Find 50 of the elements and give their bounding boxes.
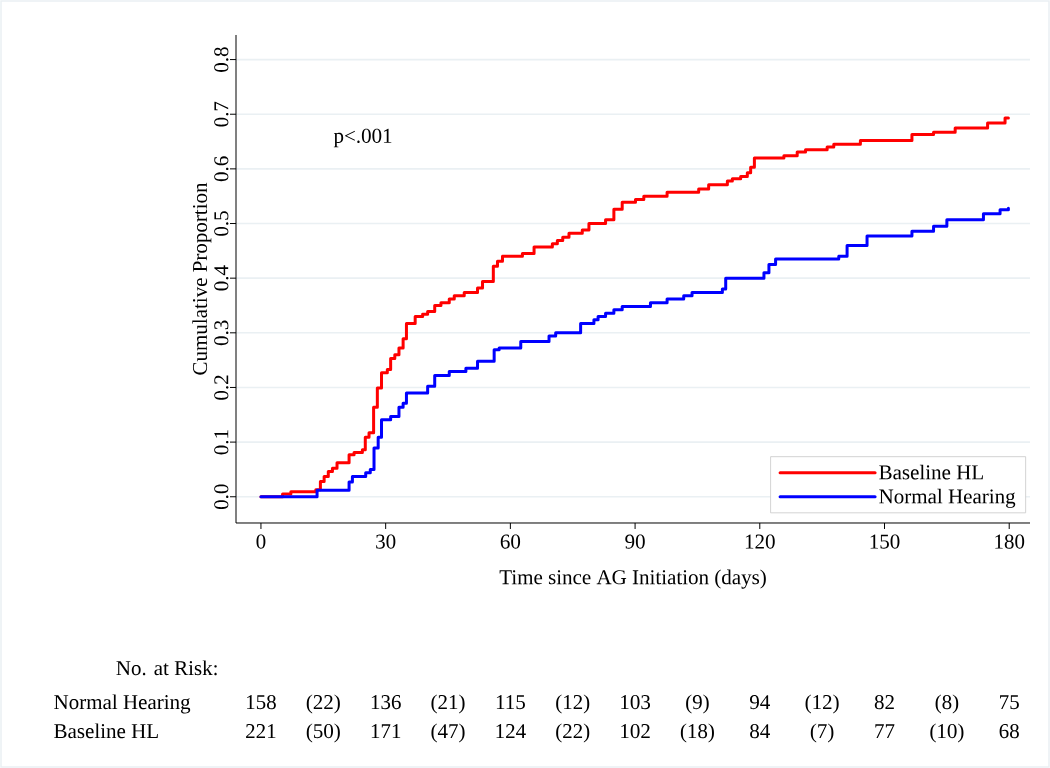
text: 103 [621,695,651,710]
text: 82 [874,695,894,710]
y-tick-label: 0.4 [214,265,229,291]
x-tick-label: 150 [870,534,900,549]
text: 158 [247,695,276,710]
text: Baseline HL [54,723,158,739]
x-tick-label: 0 [256,534,266,549]
y-axis-title: Cumulative Proportion [192,182,212,375]
text: (50) [306,723,340,743]
text: 77 [875,724,895,738]
y-tick-label: 0.5 [214,211,229,236]
text: 94 [749,695,770,710]
text: 136 [371,695,401,710]
y-tick-label: 0.7 [214,101,229,127]
text: 124 [496,724,526,738]
text: 84 [750,724,770,739]
text: (47) [431,723,465,743]
y-tick-label: 0.6 [214,156,229,182]
text: (22) [306,694,340,714]
text: No. at Risk: [116,660,217,676]
text: (8) [935,694,959,714]
annotation: p<.001 [333,128,392,148]
x-tick-label: 60 [500,534,521,549]
text: (12) [556,694,590,714]
text: (21) [431,694,465,714]
legend-label: Normal Hearing [879,488,1016,508]
text: 68 [999,724,1019,739]
y-tick-label: 0.2 [214,375,229,400]
legend-label: Baseline HL [879,464,983,480]
text: (7) [810,723,834,743]
y-tick-label: 0.3 [214,320,229,346]
y-tick-label: 0.8 [214,47,229,72]
text: 102 [621,724,650,739]
x-tick-label: 120 [745,534,775,549]
x-tick-label: 30 [376,534,396,549]
text: 221 [246,724,276,738]
y-tick-label: 0.0 [214,484,229,510]
text: (18) [680,723,714,743]
y-tick-label: 0.1 [214,430,229,455]
text: (12) [805,694,839,714]
text: 171 [371,724,401,738]
x-tick-label: 180 [995,534,1025,549]
text: (10) [930,723,964,743]
x-tick-label: 90 [625,534,645,549]
text: 115 [496,695,525,710]
text: 75 [1000,695,1019,710]
text: Normal Hearing [54,694,191,714]
text: (9) [686,694,709,714]
x-axis-title: Time since AG Initiation (days) [499,569,766,589]
text: (22) [556,723,590,743]
